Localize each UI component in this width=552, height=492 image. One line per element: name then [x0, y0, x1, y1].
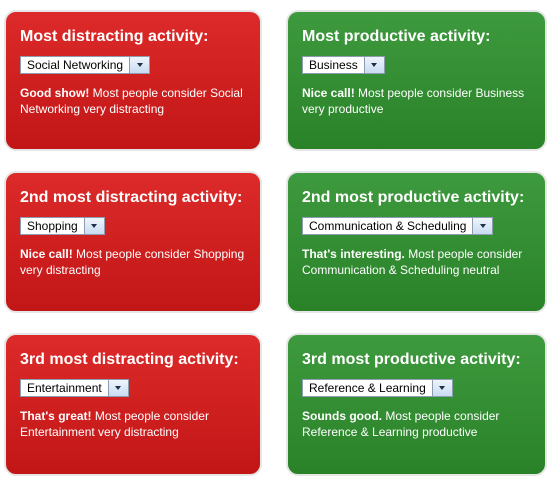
- card-title: Most productive activity:: [302, 28, 491, 45]
- chevron-down-icon[interactable]: [129, 57, 150, 73]
- dropdown-value: Entertainment: [27, 381, 102, 395]
- chevron-down-icon[interactable]: [472, 218, 493, 234]
- feedback-message: Sounds good. Most people consider Refere…: [302, 408, 531, 440]
- activity-dropdown[interactable]: Social Networking: [20, 56, 151, 74]
- third-productive-card: 3rd most productive activity: Reference …: [286, 333, 547, 476]
- activity-dropdown[interactable]: Entertainment: [20, 379, 129, 397]
- feedback-lead: Sounds good.: [302, 409, 382, 423]
- card-title: 3rd most productive activity:: [302, 351, 521, 368]
- third-distracting-card: 3rd most distracting activity: Entertain…: [4, 333, 262, 476]
- feedback-text: Most people consider Social Networking v…: [20, 86, 243, 116]
- activity-dropdown[interactable]: Business: [302, 56, 385, 74]
- card-title: 2nd most distracting activity:: [20, 189, 243, 206]
- most-distracting-card: Most distracting activity: Social Networ…: [4, 10, 262, 151]
- dropdown-value: Business: [309, 58, 358, 72]
- feedback-lead: Good show!: [20, 86, 90, 100]
- card-title: 2nd most productive activity:: [302, 189, 525, 206]
- feedback-message: That's great! Most people consider Enter…: [20, 408, 246, 440]
- card-title: Most distracting activity:: [20, 28, 209, 45]
- feedback-message: Good show! Most people consider Social N…: [20, 85, 246, 117]
- feedback-message: That's interesting. Most people consider…: [302, 246, 531, 278]
- feedback-text: Most people consider Reference & Learnin…: [302, 409, 500, 439]
- card-title: 3rd most distracting activity:: [20, 351, 239, 368]
- feedback-text: Most people consider Entertainment very …: [20, 409, 209, 439]
- feedback-message: Nice call! Most people consider Shopping…: [20, 246, 246, 278]
- dropdown-value: Social Networking: [27, 58, 124, 72]
- chevron-down-icon[interactable]: [83, 218, 104, 234]
- feedback-lead: That's great!: [20, 409, 92, 423]
- second-distracting-card: 2nd most distracting activity: Shopping …: [4, 171, 262, 313]
- chevron-down-icon[interactable]: [107, 380, 128, 396]
- feedback-text: Most people consider Business very produ…: [302, 86, 525, 116]
- feedback-lead: Nice call!: [20, 247, 73, 261]
- most-productive-card: Most productive activity: Business Nice …: [286, 10, 547, 151]
- feedback-message: Nice call! Most people consider Business…: [302, 85, 531, 117]
- activity-dropdown[interactable]: Communication & Scheduling: [302, 217, 494, 235]
- feedback-lead: That's interesting.: [302, 247, 405, 261]
- second-productive-card: 2nd most productive activity: Communicat…: [286, 171, 547, 313]
- dropdown-value: Communication & Scheduling: [309, 219, 467, 233]
- activity-dropdown[interactable]: Shopping: [20, 217, 105, 235]
- dropdown-value: Reference & Learning: [309, 381, 426, 395]
- feedback-text: Most people consider Communication & Sch…: [302, 247, 523, 277]
- activity-dropdown[interactable]: Reference & Learning: [302, 379, 453, 397]
- chevron-down-icon[interactable]: [363, 57, 384, 73]
- feedback-text: Most people consider Shopping very distr…: [20, 247, 245, 277]
- chevron-down-icon[interactable]: [431, 380, 452, 396]
- dropdown-value: Shopping: [27, 219, 78, 233]
- feedback-lead: Nice call!: [302, 86, 355, 100]
